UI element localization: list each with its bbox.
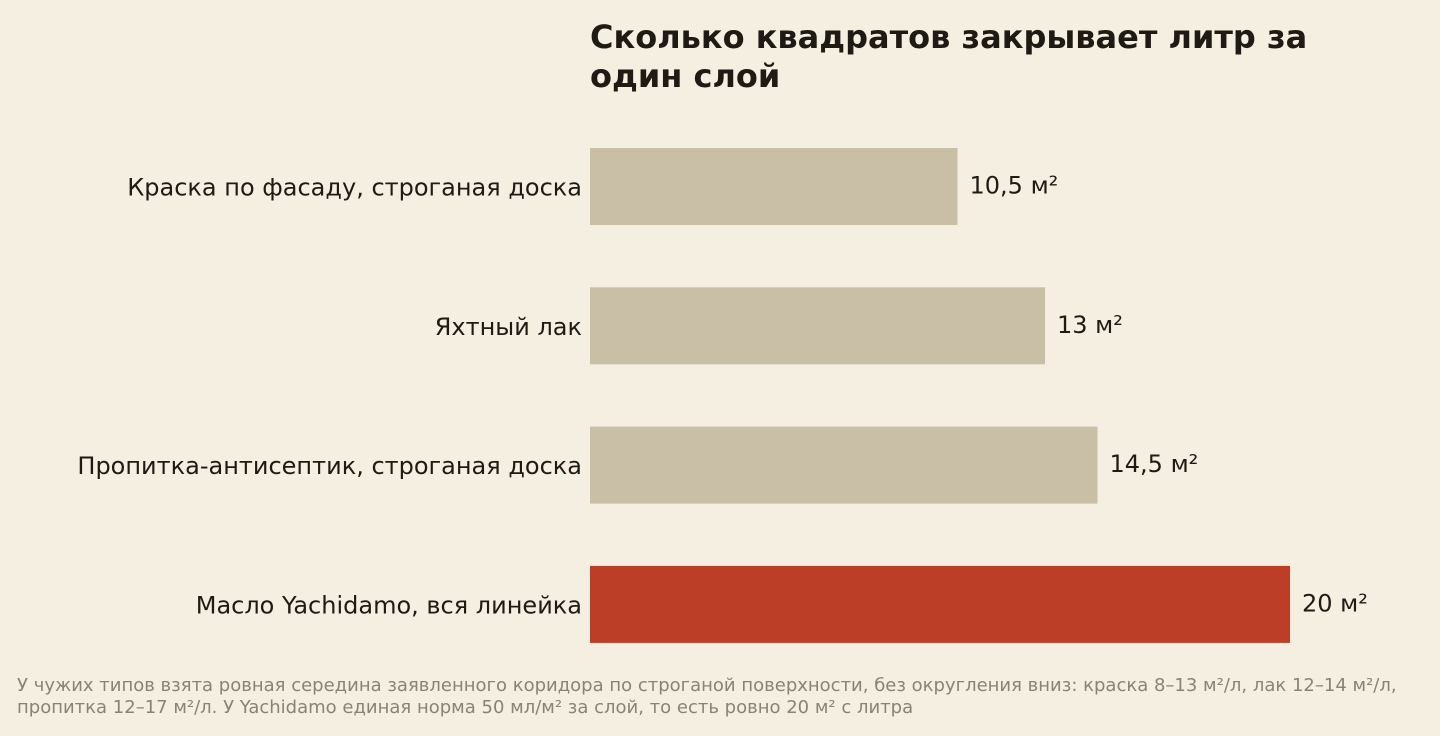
category-label-4: Масло Yachidamo, вся линейка <box>196 591 582 619</box>
bar-1 <box>590 148 958 225</box>
value-label-4: 20 м² <box>1302 589 1368 617</box>
bar-2 <box>590 287 1045 365</box>
bar-3 <box>590 426 1098 504</box>
category-label-2: Яхтный лак <box>435 313 582 341</box>
value-label-2: 13 м² <box>1057 311 1123 339</box>
value-label-3: 14,5 м² <box>1110 450 1199 478</box>
category-label-1: Краска по фасаду, строганая доска <box>127 174 582 202</box>
chart-title: Сколько квадратов закрывает литр за один… <box>590 18 1308 95</box>
category-label-3: Пропитка-антисептик, строганая доска <box>77 452 582 480</box>
chart-footnote: У чужих типов взята ровная середина заяв… <box>17 675 1397 718</box>
chart-marks: Краска по фасаду, строганая доска 10,5 м²… <box>77 148 1368 643</box>
bar-4 <box>590 565 1290 643</box>
value-label-1: 10,5 м² <box>970 172 1059 200</box>
